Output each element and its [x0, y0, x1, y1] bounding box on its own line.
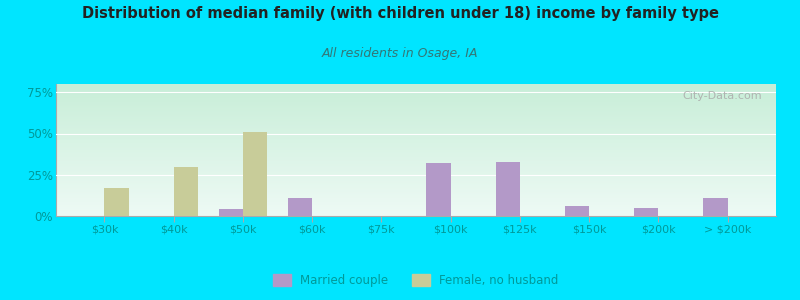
Text: All residents in Osage, IA: All residents in Osage, IA	[322, 46, 478, 59]
Bar	[634, 208, 658, 216]
Bar	[288, 198, 312, 216]
Bar	[426, 163, 450, 216]
Bar	[565, 206, 589, 216]
Legend: Married couple, Female, no husband: Married couple, Female, no husband	[269, 269, 563, 292]
Bar	[218, 209, 243, 216]
Bar	[496, 161, 520, 216]
Bar	[243, 132, 267, 216]
Bar	[174, 167, 198, 216]
Bar	[703, 198, 727, 216]
Bar	[105, 188, 129, 216]
Text: Distribution of median family (with children under 18) income by family type: Distribution of median family (with chil…	[82, 6, 718, 21]
Text: City-Data.com: City-Data.com	[682, 91, 762, 100]
